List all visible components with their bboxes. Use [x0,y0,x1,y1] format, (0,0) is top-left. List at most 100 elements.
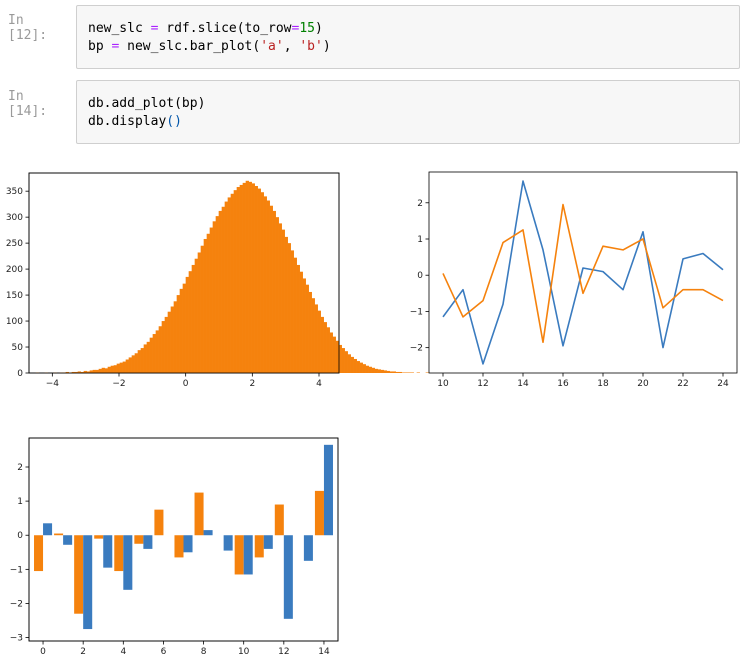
y-tick-label: 0 [417,271,423,281]
histogram-bar [212,221,216,373]
histogram-bar [338,344,342,373]
code-cell-2[interactable]: db.add_plot(bp) db.display() [76,80,740,144]
y-tick-label: −3 [10,634,23,644]
histogram-bar [167,311,171,373]
histogram-bar [179,288,183,373]
histogram-bar [407,372,411,373]
y-tick-label: 0 [17,369,23,379]
histogram-bar [194,258,198,373]
histogram-bar [368,366,372,373]
histogram-bar [272,210,276,373]
bar-orange [154,509,164,536]
histogram-bar [293,257,297,373]
histogram-bar [92,369,96,373]
histogram-bar [269,205,273,373]
histogram-bar [143,344,147,373]
code-line: bp = new_slc.bar_plot('a', 'b') [88,38,331,56]
histogram-bar [251,183,255,373]
bar-orange [54,533,64,536]
x-tick-label: 0 [183,379,189,389]
histogram-bar [164,316,168,373]
y-tick-label: 1 [417,235,423,245]
y-tick-label: −1 [10,565,23,575]
histogram-bar [140,348,144,373]
histogram-bar [185,276,189,373]
histogram-bar [392,371,396,373]
y-tick-label: −2 [10,599,23,609]
histogram-bar [230,193,234,373]
histogram-bar [89,370,93,373]
histogram-bar [281,229,285,373]
histogram-bar [110,365,114,373]
code-token: ) [315,21,323,36]
bar-blue [223,535,233,551]
histogram-bar [257,188,261,373]
histogram-bar [134,353,138,373]
histogram-bar [197,252,201,373]
code-token: new_slc [88,21,151,36]
histogram-bar [71,371,75,373]
bar-blue [323,444,333,536]
bar-blue [283,535,293,619]
y-tick-label: −1 [410,307,423,317]
bar-blue [103,535,113,568]
histogram-bar [149,337,153,373]
bar-orange [74,535,84,614]
histogram-bar [98,368,102,373]
bar-orange [254,535,264,558]
histogram-bar [224,201,228,373]
histogram-bar [80,371,84,373]
histogram-bar [362,364,366,373]
plot-frame [428,171,738,374]
code-line: db.add_plot(bp) [88,95,205,113]
code-token: () [166,114,182,129]
histogram-bar [128,357,132,373]
bar-blue [143,535,153,549]
histogram-bar [374,368,378,373]
y-tick-label: 300 [6,213,23,223]
histogram-bar [371,367,375,373]
x-tick-label: 24 [717,379,729,389]
histogram-bar [290,250,294,373]
histogram-bar [308,291,312,373]
histogram-bar [116,363,120,373]
cell-prompt-1: In [12]: [8,13,48,43]
histogram-bar [350,356,354,373]
histogram-bar [215,216,219,373]
code-token: rdf.slice(to_row [158,21,292,36]
histogram-chart: −4 −2 0 2 4 0 50 100 150 200 250 300 350 [6,172,429,389]
y-tick-label: 150 [6,291,23,301]
histogram-bar [377,369,381,373]
histogram-bar [263,196,267,373]
y-tick-label: 350 [6,187,23,197]
histogram-bar [188,271,192,373]
code-token: 'a' [260,39,284,54]
code-token: , [283,39,300,54]
histogram-bar [266,200,270,373]
x-tick-label: 0 [40,647,46,657]
code-token: = [291,21,300,36]
x-tick-label: 6 [161,647,167,657]
plot-frame-top [28,172,340,374]
histogram-bar [182,283,186,373]
histogram-bar [65,371,69,373]
bar-blue [263,535,273,549]
histogram-bar [326,327,330,373]
x-tick-label: 22 [677,379,688,389]
bar-blue [183,535,193,553]
histogram-bar [284,236,288,373]
histogram-bar [386,370,390,373]
histogram-bar [359,362,363,373]
y-tick-label: −2 [410,344,423,354]
code-cell-1[interactable]: new_slc = rdf.slice(to_row=15) bp = new_s… [76,5,740,69]
histogram-bar [275,217,279,373]
histogram-bar [104,368,108,373]
histogram-bar [416,372,420,373]
histogram-bar [404,372,408,373]
x-tick-label: 12 [278,647,289,657]
bar-orange [134,535,144,544]
histogram-bar [86,371,90,373]
x-tick-label: 4 [316,379,322,389]
series-line-orange [442,203,724,343]
